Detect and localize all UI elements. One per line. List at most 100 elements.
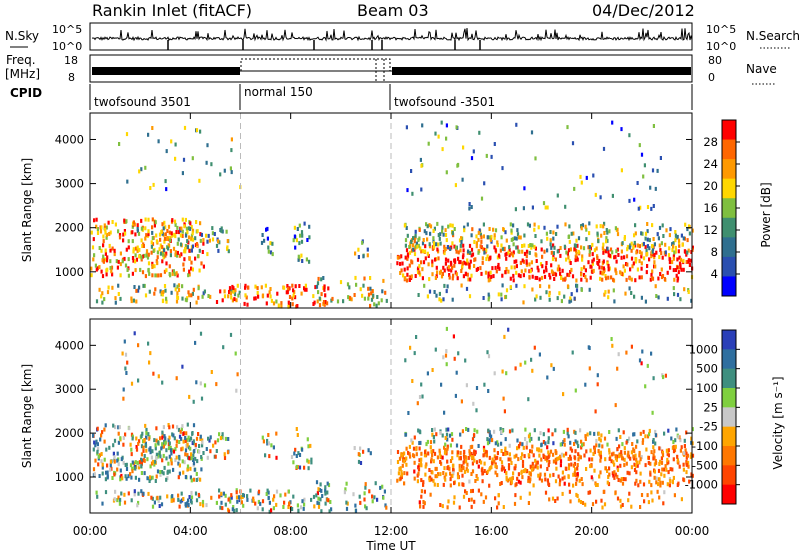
data-cell xyxy=(424,256,427,261)
nsky-panel: N.Sky 10^5 10^0 10^5 10^0 N.Search xyxy=(5,22,800,53)
data-cell xyxy=(134,232,137,237)
data-cell xyxy=(620,249,623,254)
data-cell xyxy=(381,484,384,489)
data-cell xyxy=(619,463,622,468)
data-cell xyxy=(593,468,596,473)
data-cell xyxy=(519,362,522,367)
data-cell xyxy=(160,230,163,234)
data-cell xyxy=(352,492,355,497)
data-cell xyxy=(421,249,424,254)
data-cell xyxy=(131,436,134,441)
data-cell xyxy=(434,347,437,352)
data-cell xyxy=(162,425,165,430)
data-cell xyxy=(689,258,692,263)
data-cell xyxy=(101,291,104,296)
data-cell xyxy=(120,473,123,478)
data-cell xyxy=(138,254,141,259)
data-cell xyxy=(104,423,107,428)
data-cell xyxy=(521,442,524,447)
data-cell xyxy=(129,463,133,468)
data-cell xyxy=(298,284,301,288)
data-cell xyxy=(608,229,611,234)
data-cell xyxy=(158,504,161,508)
data-cell xyxy=(682,467,685,472)
data-cell xyxy=(168,264,171,269)
data-cell xyxy=(685,430,688,435)
data-cell xyxy=(627,450,630,455)
data-cell xyxy=(232,286,235,291)
data-cell xyxy=(113,472,116,477)
data-cell xyxy=(104,248,107,253)
data-cell xyxy=(186,453,189,458)
data-cell xyxy=(602,269,605,274)
data-cell xyxy=(637,206,640,211)
data-cell xyxy=(211,231,214,236)
data-cell xyxy=(303,465,306,470)
data-cell xyxy=(560,299,563,304)
data-cell xyxy=(690,436,693,441)
data-cell xyxy=(291,507,294,511)
data-cell xyxy=(131,469,134,474)
date-title: 04/Dec/2012 xyxy=(592,1,695,20)
data-cell xyxy=(226,450,230,455)
data-cell xyxy=(534,234,537,238)
data-cell xyxy=(499,457,502,462)
data-cell xyxy=(646,264,649,268)
data-cell xyxy=(164,441,167,446)
data-cell xyxy=(584,274,587,279)
data-cell xyxy=(577,498,581,503)
data-cell xyxy=(401,261,404,266)
data-cell xyxy=(681,242,684,247)
data-cell xyxy=(109,459,112,464)
data-cell xyxy=(443,445,446,450)
data-cell xyxy=(150,240,153,245)
data-cell xyxy=(675,235,678,240)
data-cell xyxy=(522,445,525,450)
data-cell xyxy=(443,466,446,471)
data-cell xyxy=(327,286,330,291)
data-cell xyxy=(462,248,465,253)
data-cell xyxy=(381,289,384,294)
data-cell xyxy=(488,455,491,460)
data-cell xyxy=(94,458,97,463)
data-cell xyxy=(458,456,461,461)
data-cell xyxy=(135,299,138,304)
data-cell xyxy=(363,276,366,281)
data-cell xyxy=(553,277,556,281)
data-cell xyxy=(173,232,176,237)
data-cell xyxy=(598,265,601,270)
data-cell xyxy=(680,233,683,238)
data-cell xyxy=(679,297,682,302)
data-cell xyxy=(197,295,200,300)
data-cell xyxy=(189,436,193,441)
data-cell xyxy=(147,229,150,234)
data-cell xyxy=(148,289,151,294)
data-cell xyxy=(124,352,128,357)
data-cell xyxy=(440,382,443,387)
data-cell xyxy=(133,285,136,289)
data-cell xyxy=(260,240,264,245)
data-cell xyxy=(396,450,400,454)
data-cell xyxy=(403,481,406,486)
colorbar-tick-label: 500 xyxy=(696,362,718,376)
data-cell xyxy=(113,438,117,443)
data-cell xyxy=(308,259,311,264)
data-cell xyxy=(646,205,650,209)
colorbar-swatch xyxy=(722,237,736,258)
data-cell xyxy=(196,254,200,259)
data-cell xyxy=(555,450,558,455)
data-cell xyxy=(569,247,572,252)
data-cell xyxy=(241,493,244,497)
data-cell xyxy=(130,475,133,480)
data-cell xyxy=(190,456,193,461)
data-cell xyxy=(488,294,491,299)
data-cell xyxy=(560,276,563,280)
data-cell xyxy=(125,219,128,224)
data-cell xyxy=(577,452,580,457)
data-cell xyxy=(581,482,584,487)
data-cell xyxy=(415,241,418,246)
data-cell xyxy=(168,425,171,430)
data-cell xyxy=(666,451,669,456)
data-cell xyxy=(620,127,623,132)
data-cell xyxy=(261,507,264,512)
